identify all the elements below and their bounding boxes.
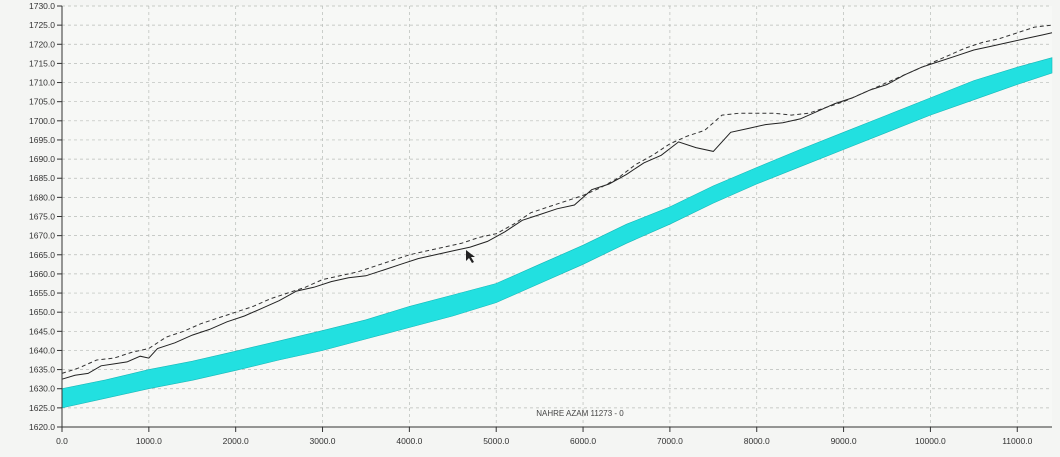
- y-tick-label: 1635.0: [29, 365, 55, 375]
- y-tick-label: 1645.0: [29, 326, 55, 336]
- y-tick-label: 1705.0: [29, 97, 55, 107]
- y-tick-label: 1640.0: [29, 345, 55, 355]
- y-tick-label: 1690.0: [29, 154, 55, 164]
- y-tick-labels: 1620.0 1625.0 1630.0 1635.0 1640.0 1645.0 1650…: [29, 1, 62, 432]
- y-tick-label: 1710.0: [29, 78, 55, 88]
- y-tick-label: 1720.0: [29, 39, 55, 49]
- x-tick-label: 11000.0: [1002, 436, 1032, 446]
- y-tick-label: 1680.0: [29, 192, 55, 202]
- y-tick-label: 1685.0: [29, 173, 55, 183]
- chart-annotation: NAHRE AZAM 11273 - 0: [536, 409, 624, 418]
- x-tick-label: 2000.0: [223, 436, 249, 446]
- y-tick-label: 1655.0: [29, 288, 55, 298]
- y-tick-label: 1715.0: [29, 58, 55, 68]
- y-tick-label: 1665.0: [29, 250, 55, 260]
- y-tick-label: 1660.0: [29, 269, 55, 279]
- cursor-arrow-icon: [466, 250, 475, 263]
- solid-profile-line: [61, 32, 1053, 380]
- y-tick-label: 1630.0: [29, 384, 55, 394]
- dashed-profile-line: [61, 24, 1053, 374]
- x-tick-label: 1000.0: [136, 436, 162, 446]
- series-layer: [61, 24, 1053, 380]
- x-tick-labels: 0.0 1000.0 2000.0 3000.0 4000.0 5000.0 6000.0 7…: [56, 427, 1033, 446]
- x-tick-label: 6000.0: [570, 436, 596, 446]
- y-tick-label: 1730.0: [29, 1, 55, 11]
- y-tick-label: 1675.0: [29, 212, 55, 222]
- grid-layer: [61, 5, 1052, 428]
- channel-band: [61, 57, 1053, 409]
- y-tick-label: 1620.0: [29, 422, 55, 432]
- y-tick-label: 1725.0: [29, 20, 55, 30]
- x-tick-label: 8000.0: [744, 436, 770, 446]
- y-tick-label: 1650.0: [29, 307, 55, 317]
- y-tick-label: 1625.0: [29, 403, 55, 413]
- x-tick-label: 7000.0: [657, 436, 683, 446]
- x-tick-label: 0.0: [56, 436, 68, 446]
- x-tick-label: 3000.0: [310, 436, 336, 446]
- y-tick-label: 1695.0: [29, 135, 55, 145]
- x-tick-label: 4000.0: [396, 436, 422, 446]
- x-tick-label: 5000.0: [483, 436, 509, 446]
- x-tick-label: 9000.0: [831, 436, 857, 446]
- x-tick-label: 10000.0: [915, 436, 946, 446]
- y-tick-label: 1700.0: [29, 116, 55, 126]
- band-layer: [61, 57, 1053, 409]
- y-tick-label: 1670.0: [29, 231, 55, 241]
